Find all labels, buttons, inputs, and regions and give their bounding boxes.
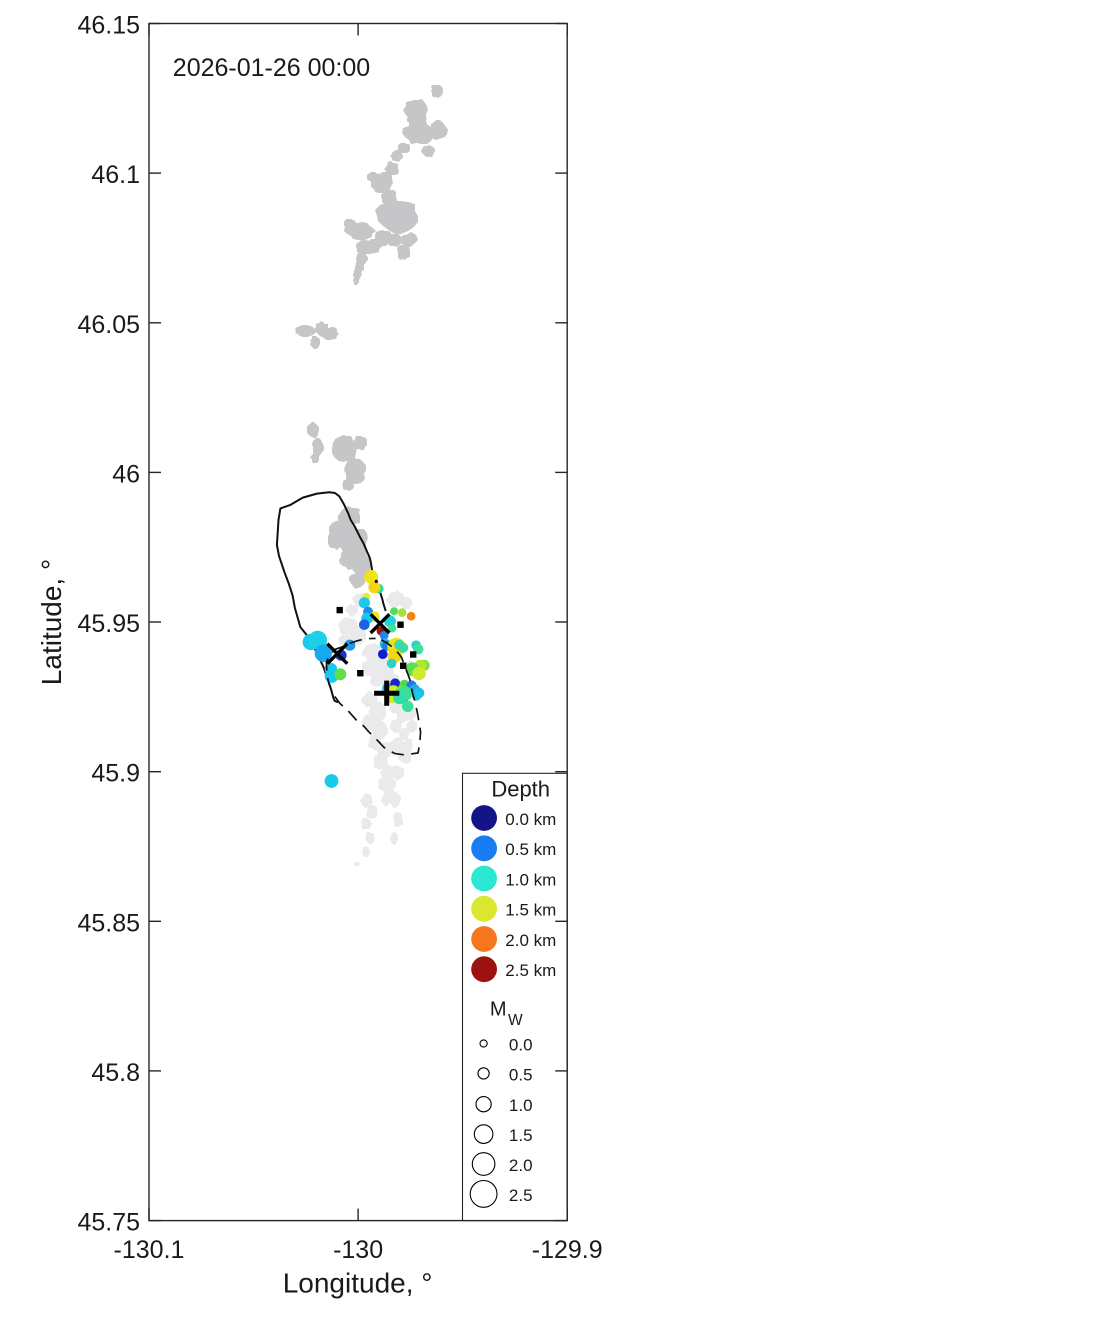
svg-text:2.0: 2.0 xyxy=(509,1156,533,1175)
svg-text:-130: -130 xyxy=(333,1236,383,1264)
svg-text:45.9: 45.9 xyxy=(91,760,140,788)
svg-text:1.0 km: 1.0 km xyxy=(505,870,556,889)
svg-text:0.0 km: 0.0 km xyxy=(505,810,556,829)
svg-text:Latitude, °: Latitude, ° xyxy=(36,559,67,685)
svg-text:0.5: 0.5 xyxy=(509,1065,533,1084)
svg-text:0.5 km: 0.5 km xyxy=(505,840,556,859)
svg-text:46.15: 46.15 xyxy=(77,12,140,40)
svg-text:1.5 km: 1.5 km xyxy=(505,901,556,920)
svg-text:45.8: 45.8 xyxy=(91,1059,140,1087)
svg-text:W: W xyxy=(508,1012,523,1029)
svg-text:45.95: 45.95 xyxy=(77,610,140,638)
svg-text:2.5: 2.5 xyxy=(509,1186,533,1205)
svg-text:45.85: 45.85 xyxy=(77,909,140,937)
svg-text:2.0 km: 2.0 km xyxy=(505,931,556,950)
svg-text:0.0: 0.0 xyxy=(509,1035,533,1054)
svg-text:2.5 km: 2.5 km xyxy=(505,961,556,980)
svg-text:1.5: 1.5 xyxy=(509,1126,533,1145)
svg-text:2026-01-26 00:00: 2026-01-26 00:00 xyxy=(173,54,370,82)
svg-text:1.0: 1.0 xyxy=(509,1096,533,1115)
svg-text:Depth: Depth xyxy=(491,777,550,802)
svg-text:46: 46 xyxy=(112,460,140,488)
svg-text:-129.9: -129.9 xyxy=(532,1236,603,1264)
svg-text:46.05: 46.05 xyxy=(77,311,140,339)
svg-text:-130.1: -130.1 xyxy=(114,1236,185,1264)
svg-text:M: M xyxy=(490,998,507,1020)
svg-text:Longitude, °: Longitude, ° xyxy=(283,1268,433,1299)
svg-text:45.75: 45.75 xyxy=(77,1209,140,1237)
svg-text:46.1: 46.1 xyxy=(91,161,140,189)
